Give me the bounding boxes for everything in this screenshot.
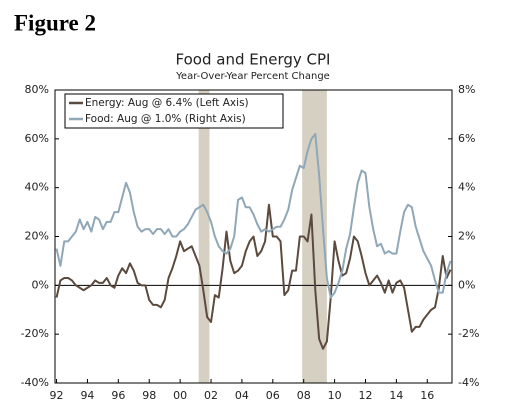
y-tick-label: 20% bbox=[25, 230, 49, 243]
x-tick-label: 10 bbox=[328, 389, 342, 402]
y2-tick-label: -4% bbox=[458, 376, 479, 389]
y2-tick-label: 6% bbox=[458, 132, 475, 145]
x-tick-label: 94 bbox=[80, 389, 94, 402]
figure-label: Figure 2 bbox=[14, 10, 96, 35]
y2-tick-label: 4% bbox=[458, 181, 475, 194]
y2-tick-label: 2% bbox=[458, 230, 475, 243]
y2-tick-label: -2% bbox=[458, 327, 479, 340]
x-tick-label: 02 bbox=[204, 389, 218, 402]
x-tick-label: 04 bbox=[235, 389, 249, 402]
chart-title: Food and Energy CPI bbox=[176, 51, 331, 69]
chart-subtitle: Year-Over-Year Percent Change bbox=[175, 71, 330, 82]
x-tick-label: 14 bbox=[389, 389, 403, 402]
y-tick-label: -20% bbox=[21, 327, 49, 340]
x-tick-label: 92 bbox=[50, 389, 64, 402]
x-tick-label: 16 bbox=[420, 389, 434, 402]
y2-tick-label: 0% bbox=[458, 278, 475, 291]
x-tick-label: 08 bbox=[297, 389, 311, 402]
y-tick-label: 40% bbox=[25, 181, 49, 194]
legend-label: Energy: Aug @ 6.4% (Left Axis) bbox=[85, 97, 249, 109]
y-tick-label: 0% bbox=[32, 278, 49, 291]
x-tick-label: 12 bbox=[358, 389, 372, 402]
series-line bbox=[55, 203, 452, 350]
y-tick-label: -40% bbox=[21, 376, 49, 389]
y-tick-label: 80% bbox=[25, 83, 49, 96]
x-tick-label: 06 bbox=[266, 389, 280, 402]
legend-label: Food: Aug @ 1.0% (Right Axis) bbox=[85, 113, 246, 125]
legend-box bbox=[64, 93, 284, 129]
x-tick-label: 00 bbox=[173, 389, 187, 402]
y2-tick-label: 8% bbox=[458, 83, 475, 96]
x-tick-label: 96 bbox=[111, 389, 125, 402]
recession-band bbox=[198, 90, 210, 383]
series-line bbox=[55, 132, 452, 299]
x-tick-label: 98 bbox=[142, 389, 156, 402]
y-tick-label: 60% bbox=[25, 132, 49, 145]
